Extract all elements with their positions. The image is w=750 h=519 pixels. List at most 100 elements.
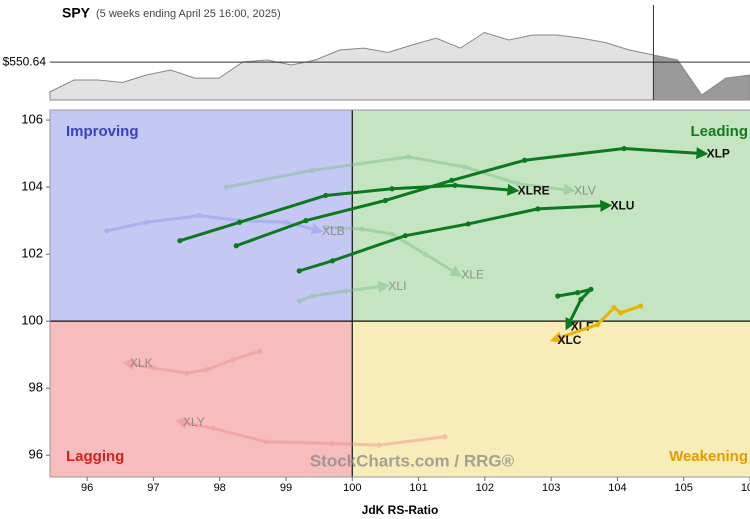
quadrant xyxy=(50,321,353,477)
tail-point xyxy=(462,164,468,170)
tail-point xyxy=(594,321,601,328)
tail-point xyxy=(588,286,594,292)
tail-line xyxy=(298,280,391,303)
tail-point xyxy=(422,251,428,257)
tail-point xyxy=(575,290,581,296)
tail-point xyxy=(230,357,236,363)
tail-point xyxy=(555,293,561,299)
tail-line xyxy=(106,214,324,235)
x-tick-label: 103 xyxy=(542,482,560,494)
series-label: XLRE xyxy=(518,184,550,198)
quadrant xyxy=(352,110,750,322)
quadrant-label: Weakening xyxy=(669,448,748,465)
tail-line xyxy=(122,349,260,375)
tail-point xyxy=(203,367,210,373)
y-tick-label: 98 xyxy=(29,380,43,395)
tail-point xyxy=(621,145,627,152)
tail-point xyxy=(144,219,150,225)
tail-point xyxy=(618,310,624,316)
tail-point xyxy=(104,228,110,234)
x-tick-label: 100 xyxy=(343,482,361,494)
tail xyxy=(555,286,594,331)
tail xyxy=(296,199,613,274)
y-tick-label: 96 xyxy=(29,447,43,462)
tail-point xyxy=(329,258,335,264)
tail-point xyxy=(343,288,349,294)
tail-line xyxy=(179,183,520,243)
plot-frame xyxy=(49,109,750,478)
quadrant-label: Improving xyxy=(66,123,139,140)
x-tick-label: 99 xyxy=(280,482,292,494)
tail-point xyxy=(296,298,302,304)
series-label: XLY xyxy=(183,415,205,429)
tail-line xyxy=(226,155,576,196)
quadrant xyxy=(352,321,750,477)
tail-line xyxy=(298,199,613,273)
tail-point xyxy=(223,184,229,190)
tail-point xyxy=(449,177,455,183)
tail-point xyxy=(442,434,448,440)
tail-point xyxy=(389,186,395,192)
x-tick-label: 97 xyxy=(147,482,159,494)
tail-point xyxy=(150,365,157,371)
tail-point xyxy=(303,218,309,224)
tail-point xyxy=(210,425,216,432)
x-tick-label: 101 xyxy=(409,482,427,494)
tail-point xyxy=(382,197,389,204)
y-tick-label: 100 xyxy=(21,313,43,328)
tail-point xyxy=(329,440,335,447)
series-label: XLB xyxy=(322,224,345,238)
series-label: XLV xyxy=(574,184,596,198)
reference-label: $550.64 xyxy=(3,54,47,68)
chart-title: SPY xyxy=(62,5,91,21)
x-axis-title: JdK RS-Ratio xyxy=(362,503,439,517)
tail-line xyxy=(175,417,446,447)
tail-point xyxy=(522,157,528,163)
tail-point xyxy=(183,370,190,376)
tail-point xyxy=(309,167,316,173)
x-tick-label: 96 xyxy=(81,482,93,494)
tail-point xyxy=(465,221,471,227)
y-tick-label: 106 xyxy=(21,111,43,126)
tail-point xyxy=(323,192,329,199)
tail-point xyxy=(177,238,183,244)
tail-point xyxy=(611,305,617,311)
tail xyxy=(323,224,463,277)
y-tick-label: 102 xyxy=(21,246,43,261)
tail xyxy=(175,417,448,448)
quadrant xyxy=(50,110,353,322)
tail-point xyxy=(323,224,329,230)
tail xyxy=(549,303,644,343)
tail-line xyxy=(325,225,463,277)
tail-point xyxy=(389,231,395,237)
x-tick-label: 98 xyxy=(214,482,226,494)
tail-point xyxy=(263,439,269,445)
series-label: XLP xyxy=(707,147,730,161)
tail-point xyxy=(283,219,289,225)
tail xyxy=(233,145,709,249)
tail-point xyxy=(197,212,203,219)
tail-point xyxy=(233,243,239,249)
tail-point xyxy=(452,182,458,189)
tail-point xyxy=(309,293,316,299)
series-label: XLC xyxy=(557,333,581,347)
x-tick-label: 106 xyxy=(741,482,750,494)
watermark: StockCharts.com / RRG® xyxy=(310,451,515,470)
tail-point xyxy=(256,348,263,354)
x-tick-label: 102 xyxy=(476,482,494,494)
chart-subtitle: (5 weeks ending April 25 16:00, 2025) xyxy=(96,8,281,20)
x-tick-label: 105 xyxy=(675,482,693,494)
tail-point xyxy=(376,442,382,448)
quadrant-label: Leading xyxy=(690,123,748,140)
price-area-highlight xyxy=(652,54,750,101)
tail xyxy=(177,182,520,244)
quadrant-label: Lagging xyxy=(66,448,124,465)
tail xyxy=(296,280,391,304)
tail-point xyxy=(638,303,644,309)
tail-point xyxy=(402,233,408,239)
tail-point xyxy=(406,154,412,160)
series-label: XLE xyxy=(461,267,484,281)
tail-point xyxy=(578,296,584,302)
